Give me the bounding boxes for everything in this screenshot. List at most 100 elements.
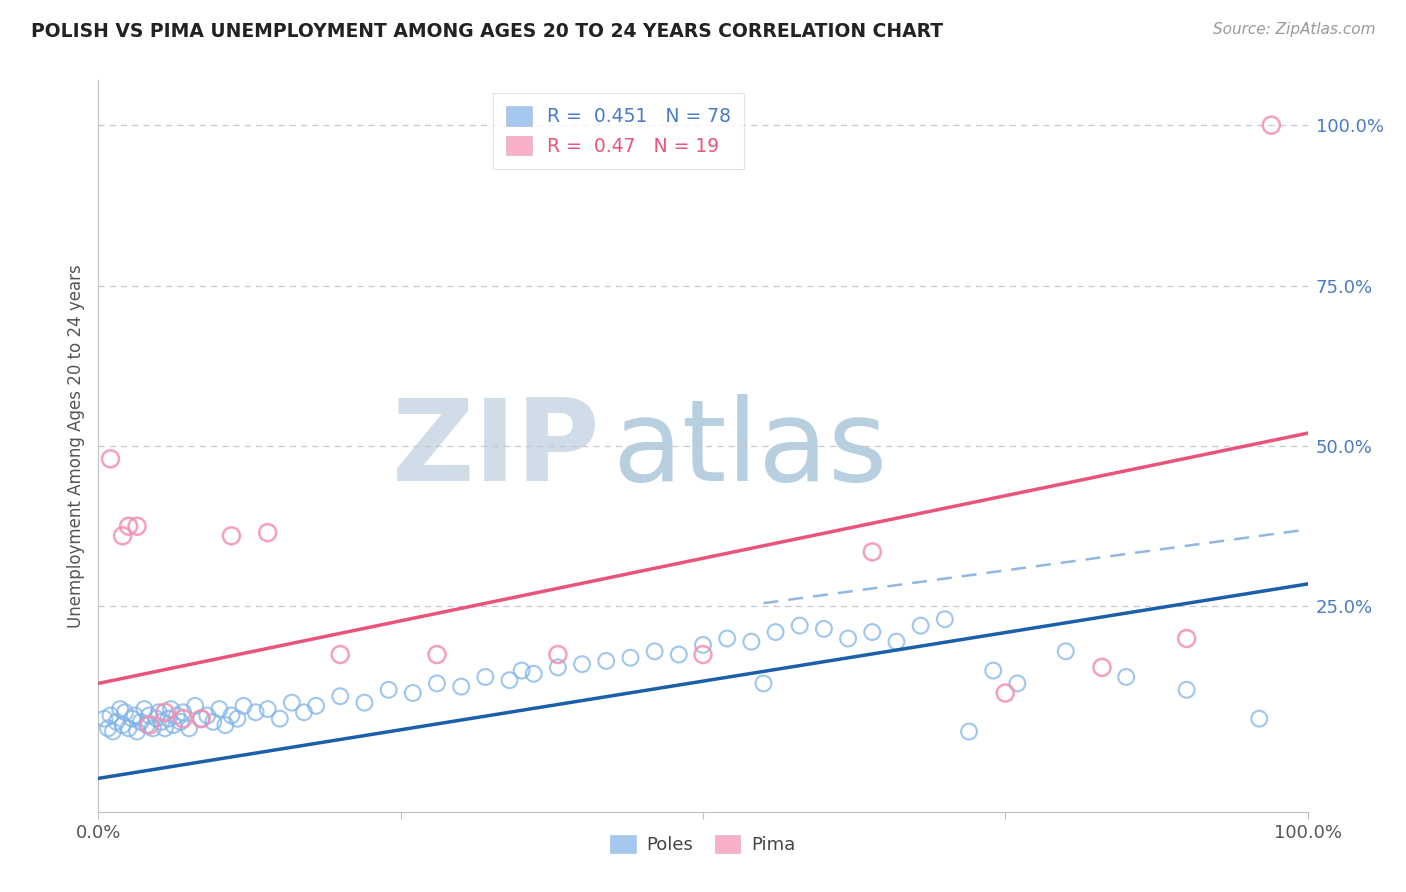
Point xyxy=(97,721,120,735)
Point xyxy=(100,451,122,466)
Point xyxy=(329,648,352,662)
Point xyxy=(426,648,449,662)
Point xyxy=(474,670,496,684)
Point xyxy=(692,648,714,662)
Point xyxy=(108,702,131,716)
Point xyxy=(1260,118,1282,132)
Point xyxy=(886,634,908,648)
Point xyxy=(934,612,956,626)
Point xyxy=(619,650,641,665)
Point xyxy=(269,712,291,726)
Point xyxy=(994,686,1017,700)
Point xyxy=(377,682,399,697)
Point xyxy=(93,712,115,726)
Point xyxy=(256,702,278,716)
Point xyxy=(135,718,157,732)
Point xyxy=(124,708,146,723)
Point xyxy=(571,657,593,672)
Point xyxy=(134,702,156,716)
Point xyxy=(114,706,136,720)
Text: Source: ZipAtlas.com: Source: ZipAtlas.com xyxy=(1212,22,1375,37)
Point xyxy=(111,718,134,732)
Legend: Poles, Pima: Poles, Pima xyxy=(603,828,803,861)
Point xyxy=(195,708,218,723)
Point xyxy=(752,676,775,690)
Point xyxy=(172,712,194,726)
Text: POLISH VS PIMA UNEMPLOYMENT AMONG AGES 20 TO 24 YEARS CORRELATION CHART: POLISH VS PIMA UNEMPLOYMENT AMONG AGES 2… xyxy=(31,22,943,41)
Point xyxy=(740,634,762,648)
Point xyxy=(1091,660,1114,674)
Point xyxy=(221,529,243,543)
Text: atlas: atlas xyxy=(613,394,887,505)
Text: ZIP: ZIP xyxy=(392,394,600,505)
Point xyxy=(202,714,225,729)
Point xyxy=(129,714,152,729)
Point xyxy=(111,529,134,543)
Point xyxy=(153,706,176,720)
Point xyxy=(184,698,207,713)
Point xyxy=(153,721,176,735)
Point xyxy=(214,718,236,732)
Point xyxy=(190,712,212,726)
Point xyxy=(172,706,194,720)
Point xyxy=(190,712,212,726)
Point xyxy=(162,718,184,732)
Point xyxy=(256,525,278,540)
Point xyxy=(166,708,188,723)
Point xyxy=(426,676,449,690)
Point xyxy=(1115,670,1137,684)
Point xyxy=(150,714,173,729)
Point xyxy=(1054,644,1077,658)
Point xyxy=(100,708,122,723)
Point xyxy=(510,664,533,678)
Point xyxy=(142,721,165,735)
Point xyxy=(281,696,304,710)
Point xyxy=(145,712,167,726)
Point xyxy=(118,519,141,533)
Point xyxy=(105,714,128,729)
Point xyxy=(1249,712,1271,726)
Point xyxy=(644,644,666,658)
Point xyxy=(179,721,201,735)
Point xyxy=(138,718,160,732)
Point xyxy=(118,721,141,735)
Point xyxy=(1007,676,1029,690)
Point xyxy=(160,702,183,716)
Point xyxy=(121,712,143,726)
Point xyxy=(837,632,859,646)
Point xyxy=(101,724,124,739)
Point xyxy=(981,664,1004,678)
Point xyxy=(813,622,835,636)
Point xyxy=(1175,632,1198,646)
Y-axis label: Unemployment Among Ages 20 to 24 years: Unemployment Among Ages 20 to 24 years xyxy=(66,264,84,628)
Point xyxy=(547,660,569,674)
Point xyxy=(221,708,243,723)
Point xyxy=(716,632,738,646)
Point xyxy=(450,680,472,694)
Point xyxy=(292,706,315,720)
Point xyxy=(402,686,425,700)
Point xyxy=(305,698,328,713)
Point xyxy=(127,519,149,533)
Point xyxy=(232,698,254,713)
Point xyxy=(957,724,980,739)
Point xyxy=(138,708,160,723)
Point xyxy=(148,706,170,720)
Point xyxy=(789,618,811,632)
Point xyxy=(668,648,690,662)
Point xyxy=(208,702,231,716)
Point xyxy=(595,654,617,668)
Point xyxy=(226,712,249,726)
Point xyxy=(329,690,352,704)
Point xyxy=(245,706,267,720)
Point xyxy=(860,545,883,559)
Point xyxy=(860,625,883,640)
Point xyxy=(127,724,149,739)
Point xyxy=(169,714,191,729)
Point xyxy=(498,673,520,688)
Point xyxy=(910,618,932,632)
Point xyxy=(765,625,787,640)
Point xyxy=(547,648,569,662)
Point xyxy=(157,712,180,726)
Point xyxy=(692,638,714,652)
